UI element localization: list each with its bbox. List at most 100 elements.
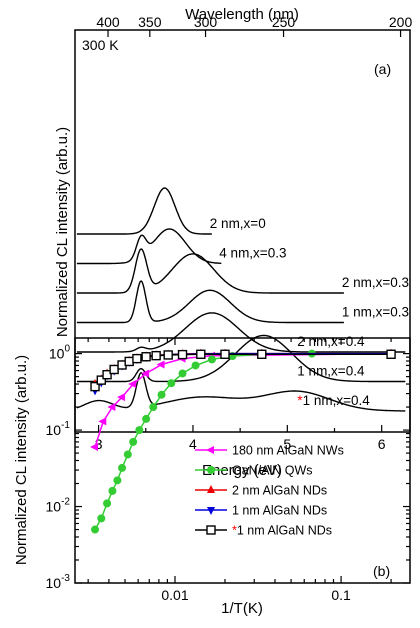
- series-label: 1 nm,x=0.3: [342, 305, 409, 320]
- series-label-text: 2 nm,x=0: [210, 216, 266, 231]
- data-point: [102, 369, 112, 380]
- spectrum-curve: [76, 248, 344, 294]
- data-point: [90, 381, 100, 392]
- spectrum-curve: [76, 312, 406, 353]
- data-point: [178, 369, 187, 378]
- series-label: 2 nm,x=0.4: [297, 334, 365, 349]
- data-point: [97, 514, 106, 523]
- data-point: [141, 369, 150, 378]
- panel-a-ylabel: Normalized CL intensity (arb.u.): [54, 127, 71, 337]
- data-point: [103, 499, 112, 508]
- data-point: [163, 350, 173, 360]
- series-label: 1 nm,x=0.4: [297, 364, 365, 379]
- legend-label-marker: *: [232, 524, 237, 538]
- series-label-text: 1 nm,x=0.4: [297, 364, 365, 379]
- x-tick-label: 0.1: [331, 587, 351, 603]
- legend-label-text: 1 nm AlGaN NDs: [237, 524, 332, 538]
- spectrum-curve: [76, 228, 222, 265]
- data-point: [220, 349, 230, 359]
- data-point: [124, 356, 134, 367]
- y-tick-label: 10-3: [46, 573, 71, 591]
- data-point: [129, 437, 138, 446]
- data-point: [91, 525, 100, 534]
- legend-label: 180 nm AlGaN NWs: [232, 444, 344, 458]
- data-point: [113, 476, 122, 485]
- data-point: [98, 417, 107, 426]
- y-tick-label: 10-2: [46, 497, 71, 515]
- legend-label: 2 nm AlGaN NDs: [232, 484, 327, 498]
- data-point: [206, 525, 216, 535]
- top-tick-label: 350: [138, 14, 162, 30]
- legend-label-text: 180 nm AlGaN NWs: [232, 444, 344, 458]
- data-point: [149, 403, 158, 412]
- data-point: [107, 403, 116, 412]
- data-point: [206, 446, 214, 454]
- panel-a-top-xlabel: Wavelength (nm): [185, 6, 299, 23]
- series-label-text: 1 nm,x=0.4: [303, 393, 371, 408]
- legend-label-text: 2 nm AlGaN NDs: [232, 484, 327, 498]
- data-point: [117, 393, 126, 402]
- spectrum-curve: [76, 334, 406, 383]
- x-tick-label: 4: [189, 436, 197, 452]
- panel-b: 0.01 0.1 10-3 10-2 10-1 100 180 nm AlGaN NWs…: [13, 337, 411, 617]
- top-tick-label: 250: [272, 14, 296, 30]
- x-tick-label: 5: [283, 436, 291, 452]
- legend-label: GaN/AlN QWs: [232, 464, 313, 478]
- series-label-marker: *: [297, 393, 303, 408]
- panel-a-bottom-ticks: 3 4 5 6: [95, 425, 386, 452]
- data-point: [207, 485, 215, 493]
- spectrum-curve: [76, 187, 212, 235]
- panel-b-tag: (b): [373, 563, 390, 579]
- data-point: [108, 486, 117, 495]
- series-label-text: 2 nm,x=0.3: [342, 275, 409, 290]
- data-point: [156, 360, 165, 369]
- panel-a-series-labels: 2 nm,x=0 4 nm,x=0.3 2 nm,x=0.3 1 nm,x=0.3 2 …: [210, 216, 409, 408]
- data-point: [157, 390, 166, 399]
- data-point: [118, 463, 127, 472]
- panel-b-x-ticks: 0.01 0.1: [87, 338, 392, 603]
- panel-b-y-ticks: 10-3 10-2 10-1 100: [46, 344, 410, 591]
- panel-a-frame: [74, 29, 411, 433]
- spectrum-curve: [76, 371, 406, 412]
- series-label: 4 nm,x=0.3: [219, 246, 286, 261]
- panel-a: 2 nm,x=0 4 nm,x=0.3 2 nm,x=0.3 1 nm,x=0.3 2 …: [54, 6, 412, 479]
- data-point: [135, 426, 144, 435]
- panel-a-curves: [76, 187, 406, 412]
- data-point: [96, 375, 107, 385]
- panel-b-xlabel: 1/T(K): [221, 600, 263, 617]
- spectrum-curve: [76, 280, 344, 324]
- data-point: [142, 414, 151, 423]
- data-point: [207, 507, 215, 515]
- data-point: [386, 349, 396, 359]
- data-point: [128, 380, 137, 389]
- data-point: [191, 361, 200, 370]
- panel-a-top-ticks: 400 350 300 250 200: [96, 14, 412, 37]
- x-tick-label: 3: [95, 436, 103, 452]
- data-point: [167, 379, 176, 388]
- panel-b-curves: [90, 348, 396, 534]
- data-point: [207, 355, 216, 364]
- data-point: [257, 349, 267, 359]
- data-point: [151, 350, 161, 361]
- data-point: [177, 349, 188, 360]
- top-tick-label: 300: [194, 14, 218, 30]
- series-label: 2 nm,x=0.3: [342, 275, 409, 290]
- legend-label-text: GaN/AlN QWs: [232, 464, 313, 478]
- data-point: [123, 450, 132, 459]
- data-point: [207, 466, 215, 474]
- panel-a-annotation: 300 K: [82, 37, 119, 53]
- panel-a-xlabel: Energy (eV): [202, 462, 282, 479]
- legend-label-text: 1 nm AlGaN NDs: [232, 504, 327, 518]
- data-point: [132, 353, 142, 364]
- data-point: [90, 443, 99, 452]
- legend-label: *1 nm AlGaN NDs: [232, 524, 332, 538]
- data-point: [141, 352, 151, 362]
- y-tick-label: 10-1: [46, 420, 71, 438]
- data-point: [196, 349, 206, 359]
- panel-b-legend: 180 nm AlGaN NWs GaN/AlN QWs 2 nm AlGaN ND…: [195, 444, 344, 538]
- x-tick-label: 6: [378, 436, 386, 452]
- series-label-text: 4 nm,x=0.3: [219, 246, 286, 261]
- series-label-text: 2 nm,x=0.4: [297, 334, 365, 349]
